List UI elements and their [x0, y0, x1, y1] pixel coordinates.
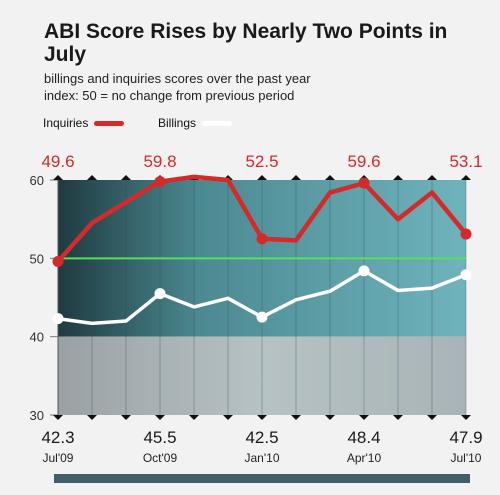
bottom-marker	[53, 415, 63, 420]
top-marker	[257, 175, 267, 180]
inquiries-point	[460, 228, 472, 240]
inquiries-point	[358, 177, 370, 189]
billings-point	[256, 311, 268, 323]
legend-inquiries: Inquiries	[43, 116, 125, 130]
top-marker	[291, 175, 301, 180]
x-tick-label: Jul'09	[43, 451, 74, 465]
legend-inquiries-label: Inquiries	[43, 116, 89, 130]
billings-point	[52, 313, 64, 325]
billings-value-label: 42.3	[41, 428, 74, 447]
x-tick-label: Apr'10	[347, 451, 382, 465]
bottom-marker	[427, 415, 437, 420]
bottom-marker	[325, 415, 335, 420]
billings-value-label: 42.5	[245, 428, 278, 447]
billings-value-label: 47.9	[449, 428, 482, 447]
bottom-marker	[359, 415, 369, 420]
billings-point	[460, 269, 472, 281]
bottom-marker	[291, 415, 301, 420]
y-tick-label: 50	[30, 251, 44, 266]
x-tick-label: Oct'09	[143, 451, 178, 465]
legend-billings-label: Billings	[158, 116, 197, 130]
bottom-marker	[87, 415, 97, 420]
inquiries-value-label: 49.6	[41, 152, 74, 171]
inquiries-value-label: 59.8	[143, 152, 176, 171]
inquiries-point	[52, 255, 64, 267]
bottom-marker	[189, 415, 199, 420]
bottom-marker	[155, 415, 165, 420]
top-marker	[393, 175, 403, 180]
top-marker	[325, 175, 335, 180]
bottom-marker	[393, 415, 403, 420]
inquiries-value-label: 59.6	[347, 152, 380, 171]
billings-point	[358, 265, 370, 277]
top-marker	[53, 175, 63, 180]
y-tick-label: 30	[30, 408, 44, 423]
legend-billings-swatch	[202, 121, 233, 127]
top-marker	[87, 175, 97, 180]
inquiries-value-label: 53.1	[449, 152, 482, 171]
inquiries-point	[256, 233, 268, 245]
chart-title: ABI Score Rises by Nearly Two Points in …	[44, 20, 448, 66]
x-tick-label: Jul'10	[451, 451, 482, 465]
y-tick-label: 40	[30, 330, 44, 345]
billings-value-label: 45.5	[143, 428, 176, 447]
top-marker	[427, 175, 437, 180]
bottom-bar	[54, 474, 470, 483]
top-marker	[121, 175, 131, 180]
billings-value-label: 48.4	[347, 428, 380, 447]
bottom-marker	[223, 415, 233, 420]
plot-lower-band	[58, 336, 466, 415]
bottom-marker	[121, 415, 131, 420]
top-marker	[461, 175, 471, 180]
chart-subtitle: billings and inquiries scores over the p…	[44, 71, 311, 86]
billings-point	[154, 288, 166, 300]
chart-index-note: index: 50 = no change from previous peri…	[44, 88, 295, 103]
inquiries-value-label: 52.5	[245, 152, 278, 171]
inquiries-point	[154, 176, 166, 188]
y-tick-label: 60	[30, 173, 44, 188]
legend-inquiries-swatch	[94, 121, 125, 127]
bottom-marker	[461, 415, 471, 420]
bottom-marker	[257, 415, 267, 420]
x-tick-label: Jan'10	[245, 451, 280, 465]
legend-billings: Billings	[158, 116, 233, 130]
